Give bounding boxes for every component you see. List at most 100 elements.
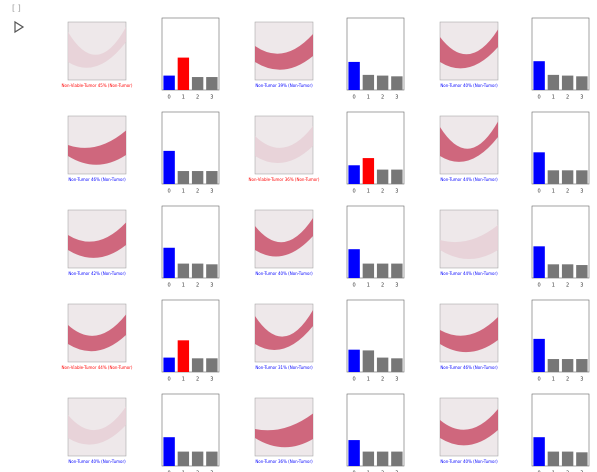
x-tick-label: 2 <box>566 283 569 289</box>
bar <box>206 452 217 466</box>
image-caption: Non-Tumor 39% (Non-Tumor) <box>255 83 313 88</box>
bar <box>192 171 203 184</box>
image-caption: Non-Tumor 42% (Non-Tumor) <box>68 271 126 276</box>
x-tick-label: 3 <box>395 283 398 289</box>
image-caption: Non-Tumor 36% (Non-Tumor) <box>255 459 313 464</box>
bar <box>178 340 189 372</box>
x-tick-label: 0 <box>538 95 541 101</box>
bar <box>363 75 374 90</box>
bar <box>192 77 203 90</box>
x-tick-label: 2 <box>566 377 569 383</box>
x-tick-label: 2 <box>381 283 384 289</box>
bar <box>562 359 573 372</box>
x-tick-label: 0 <box>353 377 356 383</box>
x-tick-label: 3 <box>395 95 398 101</box>
x-tick-label: 0 <box>168 283 171 289</box>
x-tick-label: 3 <box>580 377 583 383</box>
bar <box>548 359 559 372</box>
bar <box>548 170 559 184</box>
x-tick-label: 1 <box>552 95 555 101</box>
x-tick-label: 3 <box>210 283 213 289</box>
x-tick-label: 1 <box>552 189 555 195</box>
bar <box>562 170 573 184</box>
bar <box>533 437 544 466</box>
x-tick-label: 1 <box>367 377 370 383</box>
bar <box>178 58 189 90</box>
x-tick-label: 2 <box>381 189 384 195</box>
bar <box>348 249 359 278</box>
bar <box>391 264 402 278</box>
bar <box>576 359 587 372</box>
bar <box>533 246 544 278</box>
bar <box>163 76 174 90</box>
image-caption: Non-Tumor 40% (Non-Tumor) <box>440 459 498 464</box>
bar <box>348 350 359 372</box>
x-tick-label: 2 <box>196 189 199 195</box>
image-caption: Non-Viable-Tumor 36% (Non-Tumor) <box>249 177 320 182</box>
bar <box>377 452 388 466</box>
bar <box>391 452 402 466</box>
bar <box>548 452 559 466</box>
bar <box>363 452 374 466</box>
x-tick-label: 1 <box>552 283 555 289</box>
image-caption: Non-Viable-Tumor 45% (Non-Tumor) <box>62 83 133 88</box>
run-icon[interactable] <box>15 22 23 32</box>
bar <box>348 440 359 466</box>
bar <box>377 170 388 184</box>
x-tick-label: 3 <box>210 189 213 195</box>
bar <box>206 77 217 90</box>
bar <box>562 264 573 278</box>
bar <box>192 452 203 466</box>
x-tick-label: 3 <box>210 377 213 383</box>
bar <box>206 171 217 184</box>
x-tick-label: 2 <box>566 95 569 101</box>
bar <box>363 158 374 184</box>
image-caption: Non-Tumor 31% (Non-Tumor) <box>255 365 313 370</box>
image-caption: Non-Tumor 46% (Non-Tumor) <box>68 177 126 182</box>
image-caption: Non-Tumor 40% (Non-Tumor) <box>255 271 313 276</box>
bar <box>363 264 374 278</box>
image-caption: Non-Tumor 44% (Non-Tumor) <box>440 177 498 182</box>
bar <box>348 62 359 90</box>
x-tick-label: 3 <box>580 95 583 101</box>
bar <box>576 265 587 278</box>
x-tick-label: 1 <box>552 377 555 383</box>
bar <box>163 151 174 184</box>
bar <box>163 248 174 278</box>
x-tick-label: 2 <box>196 377 199 383</box>
bar <box>206 264 217 278</box>
bar <box>178 452 189 466</box>
bar <box>391 358 402 372</box>
x-tick-label: 1 <box>182 189 185 195</box>
x-tick-label: 0 <box>353 283 356 289</box>
bar <box>192 358 203 372</box>
x-tick-label: 2 <box>566 189 569 195</box>
cell-bracket: [ ] <box>12 4 21 13</box>
bar <box>548 264 559 278</box>
x-tick-label: 1 <box>367 283 370 289</box>
bar <box>548 75 559 90</box>
x-tick-label: 3 <box>580 189 583 195</box>
x-tick-label: 2 <box>381 95 384 101</box>
bar <box>533 339 544 372</box>
bar <box>391 170 402 184</box>
x-tick-label: 0 <box>353 95 356 101</box>
x-tick-label: 1 <box>182 377 185 383</box>
x-tick-label: 1 <box>182 95 185 101</box>
bar <box>576 452 587 466</box>
bar <box>163 437 174 466</box>
x-tick-label: 0 <box>538 377 541 383</box>
x-tick-label: 1 <box>367 95 370 101</box>
bar <box>576 170 587 184</box>
bar <box>391 76 402 90</box>
image-caption: Non-Viable-Tumor 44% (Non-Tumor) <box>62 365 133 370</box>
x-tick-label: 0 <box>168 377 171 383</box>
image-caption: Non-Tumor 44% (Non-Tumor) <box>440 271 498 276</box>
x-tick-label: 1 <box>182 283 185 289</box>
x-tick-label: 3 <box>580 283 583 289</box>
x-tick-label: 0 <box>168 189 171 195</box>
x-tick-label: 2 <box>196 283 199 289</box>
bar <box>377 358 388 372</box>
bar <box>377 76 388 90</box>
x-tick-label: 0 <box>538 283 541 289</box>
